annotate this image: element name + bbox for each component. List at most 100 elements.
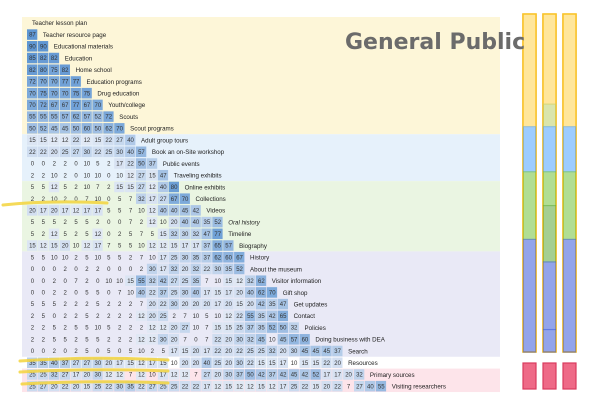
heatmap-cell — [27, 240, 38, 251]
cell-value: 2 — [74, 185, 78, 191]
heatmap-cell — [179, 252, 190, 263]
heatmap-cell — [266, 322, 278, 333]
cell-value: 10 — [193, 326, 200, 332]
heatmap-cell — [179, 205, 190, 216]
cell-value: 2 — [53, 162, 57, 168]
cell-value: 30 — [95, 361, 102, 367]
row-label: Adult group tours — [141, 137, 188, 144]
cell-value: 12 — [105, 373, 112, 379]
sidebar-pink-block — [562, 362, 577, 390]
heatmap-cell — [146, 193, 158, 204]
heatmap-cell — [48, 228, 60, 240]
cell-value: 15 — [127, 361, 134, 367]
heatmap-cell — [27, 87, 38, 99]
cell-value: 10 — [95, 197, 102, 203]
cell-value: 12 — [84, 244, 91, 250]
cell-value: 5 — [118, 208, 122, 214]
cell-value: 15 — [302, 361, 309, 367]
row-label: Doing business with DEA — [315, 337, 385, 344]
cell-value: 70 — [116, 126, 123, 132]
cell-value: 37 — [334, 349, 341, 355]
heatmap-cell — [375, 380, 387, 392]
heatmap-cell — [114, 134, 125, 146]
cell-value: 27 — [40, 384, 47, 390]
heatmap-cell — [179, 275, 190, 286]
cell-value: 15 — [29, 138, 36, 144]
cell-value: 40 — [182, 220, 189, 226]
sidebar-block — [562, 238, 577, 353]
heatmap-cell — [37, 240, 49, 251]
cell-value: 2 — [42, 337, 46, 343]
heatmap-cell — [48, 146, 60, 158]
cell-value: 0 — [96, 279, 100, 285]
sidebar-columns — [522, 13, 577, 390]
cell-value: 10 — [149, 255, 156, 261]
cell-value: 45 — [51, 126, 58, 132]
cell-value: 5 — [162, 349, 166, 355]
heatmap-cell — [266, 287, 278, 298]
cell-value: 7 — [194, 373, 198, 379]
cell-value: 62 — [105, 126, 112, 132]
heatmap-cell — [288, 380, 299, 392]
sidebar-block — [562, 13, 577, 128]
cell-value: 82 — [29, 68, 36, 74]
heatmap-cell — [234, 298, 245, 310]
cell-value: 42 — [269, 314, 276, 320]
heatmap-cell — [168, 334, 179, 345]
cell-value: 2 — [96, 220, 100, 226]
heatmap-cell — [136, 146, 147, 158]
cell-value: 25 — [29, 384, 36, 390]
cell-value: 20 — [73, 384, 80, 390]
heatmap-cell — [114, 123, 125, 134]
cell-value: 12 — [247, 384, 254, 390]
cell-value: 10 — [62, 255, 69, 261]
cell-value: 45 — [258, 337, 265, 343]
cell-value: 0 — [42, 349, 46, 355]
cell-value: 2 — [53, 349, 57, 355]
heatmap-cell — [288, 369, 299, 380]
heatmap-cell — [223, 334, 234, 345]
heatmap-cell — [332, 357, 343, 368]
heatmap-cell — [245, 298, 256, 310]
heatmap-cell — [321, 369, 332, 380]
cell-value: 2 — [118, 326, 122, 332]
cell-value: 2 — [118, 337, 122, 343]
sidebar-block — [542, 103, 557, 128]
cell-value: 25 — [214, 361, 221, 367]
heatmap-cell — [201, 345, 212, 357]
category-band — [22, 181, 500, 252]
cell-value: 12 — [138, 373, 145, 379]
heatmap-cell — [48, 52, 60, 64]
heatmap-cell — [190, 216, 201, 228]
row-label: Traveling exhibits — [174, 173, 222, 180]
cell-value: 25 — [171, 384, 178, 390]
heatmap-cell — [354, 380, 365, 392]
heatmap-cell — [125, 134, 136, 146]
row-label: Contact — [294, 313, 316, 320]
heatmap-cell — [136, 193, 147, 204]
cell-value: 10 — [149, 373, 156, 379]
cell-value: 40 — [367, 384, 374, 390]
cell-value: 25 — [236, 326, 243, 332]
cell-value: 32 — [193, 232, 200, 238]
cell-value: 17 — [149, 361, 156, 367]
cell-value: 5 — [42, 220, 46, 226]
cell-value: 7 — [140, 232, 144, 238]
cell-value: 12 — [84, 138, 91, 144]
heatmap-cell — [201, 263, 212, 275]
heatmap-cell — [212, 263, 223, 275]
heatmap-cell — [234, 287, 245, 298]
cell-value: 12 — [73, 208, 80, 214]
heatmap-cell — [136, 380, 147, 392]
cell-value: 10 — [127, 291, 134, 297]
heatmap-cell — [92, 357, 103, 368]
cell-value: 20 — [247, 302, 254, 308]
cell-value: 52 — [214, 220, 221, 226]
heatmap-cell — [103, 111, 114, 122]
cell-value: 77 — [214, 232, 221, 238]
cell-value: 32 — [247, 337, 254, 343]
heatmap-cell — [136, 357, 147, 368]
heatmap-cell — [146, 158, 158, 169]
heatmap-cell — [190, 357, 201, 368]
heatmap-cell — [59, 64, 70, 75]
